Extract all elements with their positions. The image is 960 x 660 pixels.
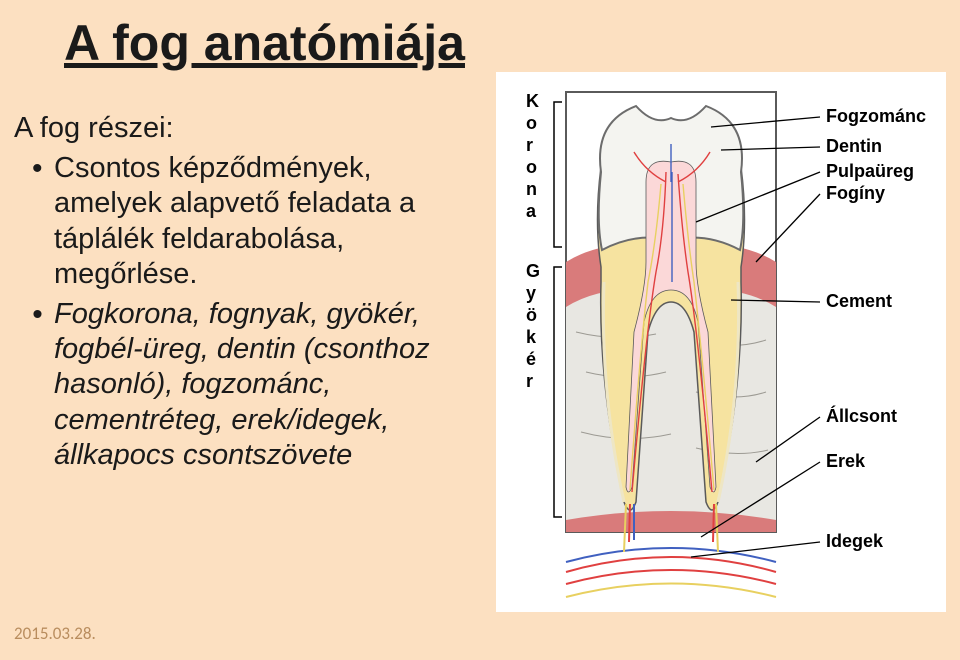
diagram-label: Dentin xyxy=(826,136,882,156)
diagram-section-label: o xyxy=(526,157,537,177)
diagram-label: Pulpaüreg xyxy=(826,161,914,181)
diagram-section-label: K xyxy=(526,91,539,111)
diagram-section-label: y xyxy=(526,283,536,303)
diagram-label: Idegek xyxy=(826,531,884,551)
tooth-anatomy-diagram: KoronaGyökér FogzománcDentinPulpaüregFog… xyxy=(496,72,946,612)
diagram-label: Fogíny xyxy=(826,183,885,203)
diagram-label: Állcsont xyxy=(826,405,897,426)
diagram-label: Erek xyxy=(826,451,866,471)
diagram-section-label: é xyxy=(526,349,536,369)
diagram-section-label: ö xyxy=(526,305,537,325)
bullet-list: Csontos képződmények, amelyek alapvető f… xyxy=(0,151,466,473)
diagram-label: Cement xyxy=(826,291,892,311)
diagram-section-label: o xyxy=(526,113,537,133)
bullet-item: Csontos képződmények, amelyek alapvető f… xyxy=(36,151,466,293)
diagram-label: Fogzománc xyxy=(826,106,926,126)
diagram-section-label: k xyxy=(526,327,537,347)
diagram-section-label: a xyxy=(526,201,537,221)
diagram-section-label: r xyxy=(526,371,533,391)
bullet-item: Fogkorona, fognyak, gyökér, fogbél-üreg,… xyxy=(36,297,466,474)
diagram-section-label: n xyxy=(526,179,537,199)
diagram-section-label: G xyxy=(526,261,540,281)
slide-date: 2015.03.28. xyxy=(14,623,96,644)
diagram-section-label: r xyxy=(526,135,533,155)
page-title: A fog anatómiája xyxy=(0,0,960,72)
tooth-svg: KoronaGyökér FogzománcDentinPulpaüregFog… xyxy=(496,72,946,612)
